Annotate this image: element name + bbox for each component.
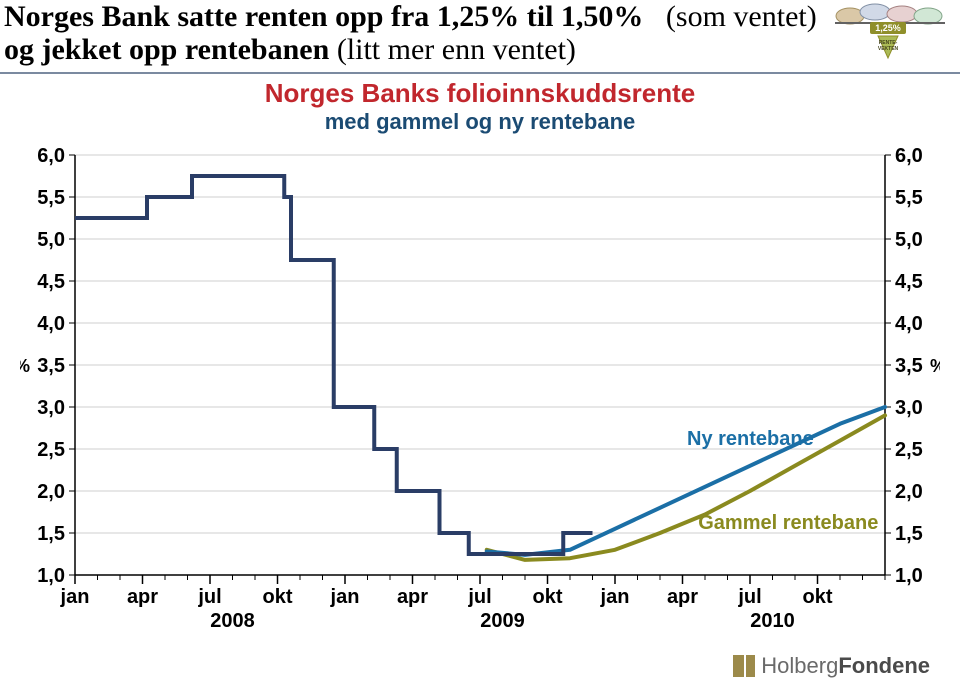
svg-text:jan: jan — [600, 586, 630, 608]
svg-text:4,5: 4,5 — [895, 271, 923, 293]
svg-text:%: % — [930, 356, 940, 376]
chart: 1,0 1,0 1,5 1,5 2,0 2,0 2,5 2,5 3,0 3,0 3,5 3,5 4,0 4… — [20, 145, 940, 640]
svg-text:2008: 2008 — [210, 610, 255, 632]
svg-text:%: % — [20, 356, 30, 376]
svg-text:3,5: 3,5 — [895, 355, 923, 377]
svg-text:jul: jul — [737, 586, 761, 608]
svg-text:apr: apr — [667, 586, 698, 608]
chart-svg: 1,0 1,0 1,5 1,5 2,0 2,0 2,5 2,5 3,0 3,0 3,5 3,5 4,0 4… — [20, 145, 940, 640]
svg-text:jul: jul — [197, 586, 221, 608]
logo-text: HolbergFondene — [761, 653, 930, 679]
chart-title-block: Norges Banks folioinnskuddsrente med gam… — [0, 78, 960, 135]
title-line-2: og jekket opp rentebanen (litt mer enn v… — [0, 33, 820, 66]
svg-text:okt: okt — [263, 586, 293, 608]
title-main: Norges Bank satte renten opp fra 1,25% t… — [4, 0, 643, 33]
corner-badge: 1,25% RENTE- VEKTEN — [830, 2, 950, 62]
title-sub-paren: (litt mer enn ventet) — [337, 33, 576, 66]
logo-icon — [733, 655, 755, 677]
svg-text:3,0: 3,0 — [37, 397, 65, 419]
svg-text:jan: jan — [330, 586, 360, 608]
svg-text:1,5: 1,5 — [895, 523, 923, 545]
svg-text:5,5: 5,5 — [895, 187, 923, 209]
svg-text:Gammel rentebane: Gammel rentebane — [698, 512, 878, 534]
svg-text:2009: 2009 — [480, 610, 525, 632]
title-main-paren: (som ventet) — [666, 0, 817, 33]
logo-text-a: Holberg — [761, 653, 838, 678]
svg-text:4,0: 4,0 — [37, 313, 65, 335]
badge-sub2: VEKTEN — [878, 46, 899, 52]
svg-text:okt: okt — [803, 586, 833, 608]
svg-text:2,0: 2,0 — [37, 481, 65, 503]
svg-text:5,0: 5,0 — [895, 229, 923, 251]
svg-text:1,0: 1,0 — [37, 565, 65, 587]
svg-text:3,5: 3,5 — [37, 355, 65, 377]
title-line-1: Norges Bank satte renten opp fra 1,25% t… — [0, 0, 820, 33]
svg-text:2,5: 2,5 — [895, 439, 923, 461]
title-block: Norges Bank satte renten opp fra 1,25% t… — [0, 0, 820, 66]
title-sub: og jekket opp rentebanen — [4, 33, 329, 66]
svg-text:1,5: 1,5 — [37, 523, 65, 545]
svg-text:2,0: 2,0 — [895, 481, 923, 503]
svg-text:4,5: 4,5 — [37, 271, 65, 293]
svg-text:1,0: 1,0 — [895, 565, 923, 587]
svg-text:5,5: 5,5 — [37, 187, 65, 209]
svg-text:apr: apr — [127, 586, 158, 608]
svg-text:6,0: 6,0 — [895, 145, 923, 167]
svg-text:6,0: 6,0 — [37, 145, 65, 167]
svg-text:2,5: 2,5 — [37, 439, 65, 461]
divider-rule — [0, 72, 960, 74]
brand-logo: HolbergFondene — [733, 653, 930, 679]
svg-text:5,0: 5,0 — [37, 229, 65, 251]
svg-text:jan: jan — [60, 586, 90, 608]
svg-text:apr: apr — [397, 586, 428, 608]
chart-subtitle: med gammel og ny rentebane — [0, 109, 960, 135]
svg-text:okt: okt — [533, 586, 563, 608]
chart-title: Norges Banks folioinnskuddsrente — [0, 78, 960, 109]
logo-text-b: Fondene — [838, 653, 930, 678]
svg-text:Ny rentebane: Ny rentebane — [687, 428, 814, 450]
svg-text:2010: 2010 — [750, 610, 795, 632]
svg-text:4,0: 4,0 — [895, 313, 923, 335]
svg-text:3,0: 3,0 — [895, 397, 923, 419]
svg-text:jul: jul — [467, 586, 491, 608]
badge-center-text: 1,25% — [875, 23, 901, 33]
slide-root: Norges Bank satte renten opp fra 1,25% t… — [0, 0, 960, 687]
